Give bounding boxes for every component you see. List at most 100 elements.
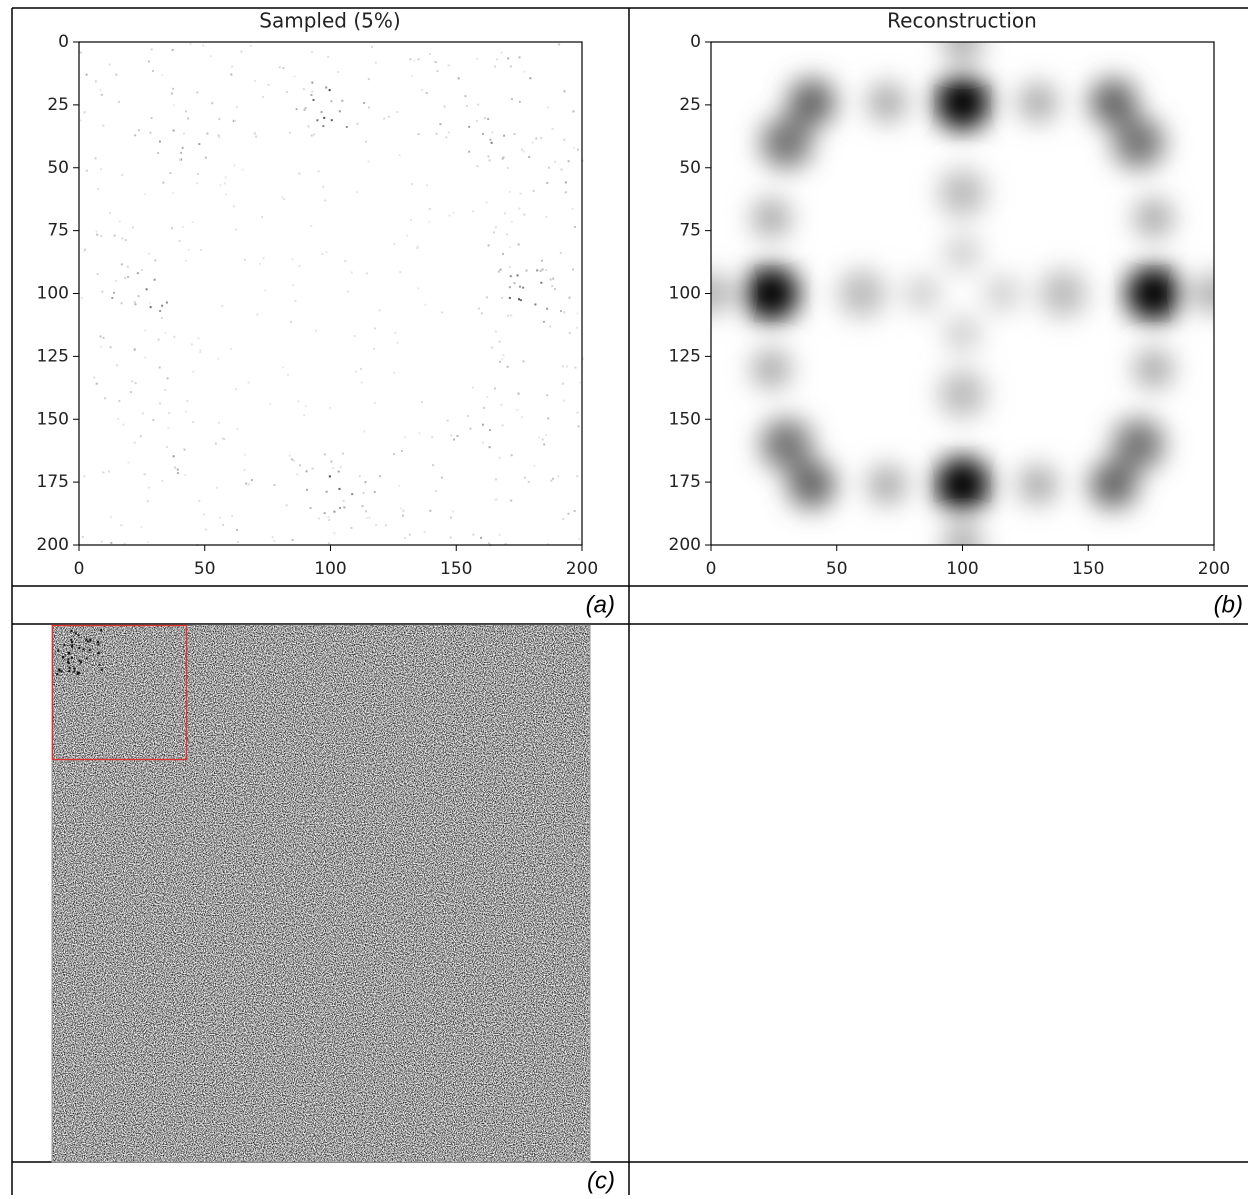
sample-dot <box>523 476 526 479</box>
sample-dot <box>500 403 503 406</box>
sample-dot <box>271 536 274 539</box>
sample-dot <box>117 417 120 420</box>
sample-dot <box>97 187 100 190</box>
sample-dot <box>170 92 173 95</box>
inset-dot <box>68 651 71 654</box>
sample-dot <box>83 250 86 253</box>
sample-dot <box>554 160 557 163</box>
sample-dot <box>428 221 431 224</box>
sample-dot <box>337 71 340 74</box>
sample-dot <box>161 74 164 77</box>
sample-dot <box>330 119 333 122</box>
inset-dot <box>85 638 88 641</box>
sample-dot <box>102 471 105 474</box>
sample-dot <box>293 75 296 78</box>
sample-dot <box>187 248 190 251</box>
sample-dot <box>388 115 391 118</box>
inset-dot <box>67 660 70 663</box>
inset-dot <box>60 670 63 673</box>
inset-dot <box>68 666 71 669</box>
sample-dot <box>399 271 402 274</box>
sample-dot <box>447 131 450 134</box>
inset-dot <box>88 649 91 652</box>
blob <box>938 370 987 419</box>
sample-dot <box>417 133 420 136</box>
sample-dot <box>563 90 566 93</box>
sample-dot <box>527 480 530 483</box>
sample-dot <box>118 220 121 223</box>
sample-dot <box>217 134 220 137</box>
sample-dot <box>494 226 497 229</box>
sample-dot <box>231 65 234 68</box>
sample-dot <box>322 185 325 188</box>
sample-dot <box>159 402 162 405</box>
sample-dot <box>310 94 313 97</box>
inset-dot <box>97 652 100 655</box>
sample-dot <box>121 237 124 240</box>
sample-dot <box>485 201 488 204</box>
sample-dot <box>561 365 564 368</box>
sample-dot <box>333 532 336 535</box>
sample-dot <box>541 268 544 271</box>
sample-dot <box>80 296 83 299</box>
sample-dot <box>84 248 87 251</box>
sample-dot <box>469 427 472 430</box>
sample-dot <box>317 170 320 173</box>
sample-dot <box>493 387 496 390</box>
sample-dot <box>564 181 567 184</box>
sample-dot <box>154 259 157 262</box>
sample-dot <box>303 414 306 417</box>
sample-dot <box>568 332 571 335</box>
sample-dot <box>202 513 205 516</box>
sample-dot <box>124 276 127 279</box>
sample-dot <box>523 213 526 216</box>
sample-dot <box>290 458 293 461</box>
sample-dot <box>218 118 221 121</box>
sample-dot <box>249 44 252 47</box>
sample-dot <box>508 286 511 289</box>
sample-dot <box>165 446 168 449</box>
sample-dot <box>563 311 566 314</box>
sample-dot <box>133 441 136 444</box>
sample-dot <box>309 507 312 510</box>
sample-dot <box>440 311 443 314</box>
sample-dot <box>494 498 497 501</box>
blob <box>1112 116 1165 169</box>
sample-dot <box>305 488 308 491</box>
sample-dot <box>477 307 480 310</box>
sample-dot <box>504 543 507 546</box>
sample-dot <box>468 125 471 128</box>
sample-dot <box>447 64 450 67</box>
sample-dot <box>120 263 123 266</box>
sample-dot <box>197 337 200 340</box>
sample-dot <box>172 87 175 90</box>
sample-dot <box>449 536 452 539</box>
sample-dot <box>428 207 431 210</box>
sample-dot <box>394 331 397 334</box>
sample-dot <box>302 88 305 91</box>
sample-dot <box>298 265 301 268</box>
sample-dot <box>129 391 132 394</box>
x-tick-label: 150 <box>1072 559 1104 579</box>
sample-dot <box>479 536 482 539</box>
sample-dot <box>273 539 276 542</box>
sample-dot <box>310 225 313 228</box>
sample-dot <box>191 221 194 224</box>
sample-dot <box>487 118 490 121</box>
sample-dot <box>95 382 98 385</box>
sample-dot <box>148 252 151 255</box>
sample-dot <box>304 405 307 408</box>
sample-dot <box>181 226 184 229</box>
sample-dot <box>287 373 290 376</box>
sample-dot <box>102 336 105 339</box>
sample-dot <box>452 211 455 214</box>
sample-dot <box>291 538 294 541</box>
sample-dot <box>157 338 160 341</box>
sample-dot <box>196 91 199 94</box>
sample-dot <box>518 207 521 210</box>
blob <box>944 315 981 352</box>
sample-dot <box>127 276 130 279</box>
sample-dot <box>551 477 554 480</box>
sample-dot <box>448 214 451 217</box>
sample-dot <box>510 499 513 502</box>
